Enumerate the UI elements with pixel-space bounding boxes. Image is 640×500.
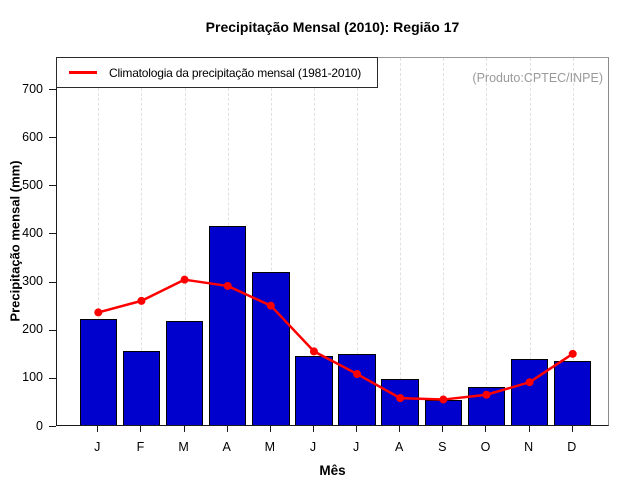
bar-6	[295, 355, 333, 425]
gridline	[443, 58, 445, 425]
bar-3	[165, 321, 204, 425]
plot-area: Climatologia da precipitação mensal (198…	[56, 57, 609, 426]
line-point	[396, 394, 405, 403]
y-tick-label: 600	[22, 129, 43, 144]
y-tick-label: 200	[22, 322, 43, 337]
y-tick-label: 0	[36, 418, 43, 433]
x-tick-label: A	[222, 440, 231, 454]
line-point	[137, 296, 146, 305]
gridline	[98, 58, 100, 425]
x-tick-label: M	[178, 440, 189, 454]
line-point	[180, 275, 189, 284]
bar-11	[510, 358, 549, 425]
line-point	[223, 281, 232, 290]
gridline	[270, 58, 272, 425]
gridline	[357, 58, 359, 425]
bar-2	[122, 350, 161, 425]
x-tick-mark	[528, 426, 530, 432]
bar-5	[252, 271, 290, 425]
x-tick-label: O	[480, 440, 491, 454]
y-tick-mark	[49, 185, 56, 187]
bar-4	[208, 226, 247, 425]
x-tick-mark	[485, 426, 487, 432]
y-tick-mark	[49, 329, 56, 331]
x-tick-label: D	[567, 440, 577, 454]
line-point	[309, 347, 318, 356]
bar-8	[381, 379, 419, 425]
x-tick-label: M	[264, 440, 276, 454]
legend-line-sample	[69, 71, 97, 74]
y-tick-label: 500	[22, 177, 43, 192]
line-point	[482, 390, 491, 399]
x-tick-label: J	[352, 440, 360, 454]
y-tick-label: 100	[22, 370, 43, 385]
line-point	[568, 349, 577, 358]
watermark-text: (Produto:CPTEC/INPE)	[472, 71, 603, 85]
x-tick-mark	[442, 426, 444, 432]
bar-12	[553, 360, 592, 425]
y-tick-mark	[49, 281, 56, 283]
y-tick-mark	[49, 89, 56, 90]
x-tick-mark	[312, 426, 314, 432]
x-tick-mark	[269, 426, 271, 432]
x-tick-mark	[571, 426, 573, 432]
line-point	[266, 301, 275, 310]
x-tick-mark	[356, 426, 358, 432]
gridline	[529, 58, 531, 425]
gridline	[184, 58, 186, 425]
chart-title: Precipitação Mensal (2010): Região 17	[205, 19, 460, 35]
x-tick-label: F	[136, 440, 145, 454]
y-tick-mark	[49, 426, 56, 427]
x-tick-label: J	[94, 440, 101, 454]
bar-7	[338, 354, 376, 425]
line-point	[439, 395, 448, 404]
y-tick-label: 300	[22, 274, 43, 289]
y-tick-label: 400	[22, 225, 43, 240]
x-tick-mark	[183, 426, 185, 432]
legend-box: Climatologia da precipitação mensal (198…	[56, 57, 378, 88]
x-tick-mark	[97, 426, 99, 432]
gridline	[313, 58, 315, 425]
line-point	[353, 370, 362, 379]
gridline	[572, 58, 574, 425]
y-tick-mark	[49, 137, 56, 139]
y-tick-mark	[49, 377, 56, 379]
y-tick-mark	[49, 233, 56, 235]
x-tick-label: S	[438, 440, 447, 454]
gridline	[486, 58, 488, 425]
climatology-line	[94, 275, 577, 404]
x-tick-label: N	[524, 440, 534, 454]
x-tick-label: J	[309, 440, 317, 454]
line-point	[525, 378, 534, 387]
bar-1	[79, 319, 118, 425]
gridline	[141, 58, 143, 425]
x-tick-label: A	[395, 440, 404, 454]
x-axis-title: Mês	[319, 463, 346, 478]
legend-label: Climatologia da precipitação mensal (198…	[109, 65, 362, 80]
y-tick-label: 700	[22, 81, 43, 96]
gridline	[400, 58, 402, 425]
line-point	[94, 308, 103, 317]
x-tick-mark	[140, 426, 142, 432]
x-tick-mark	[226, 426, 228, 432]
x-tick-mark	[399, 426, 401, 432]
